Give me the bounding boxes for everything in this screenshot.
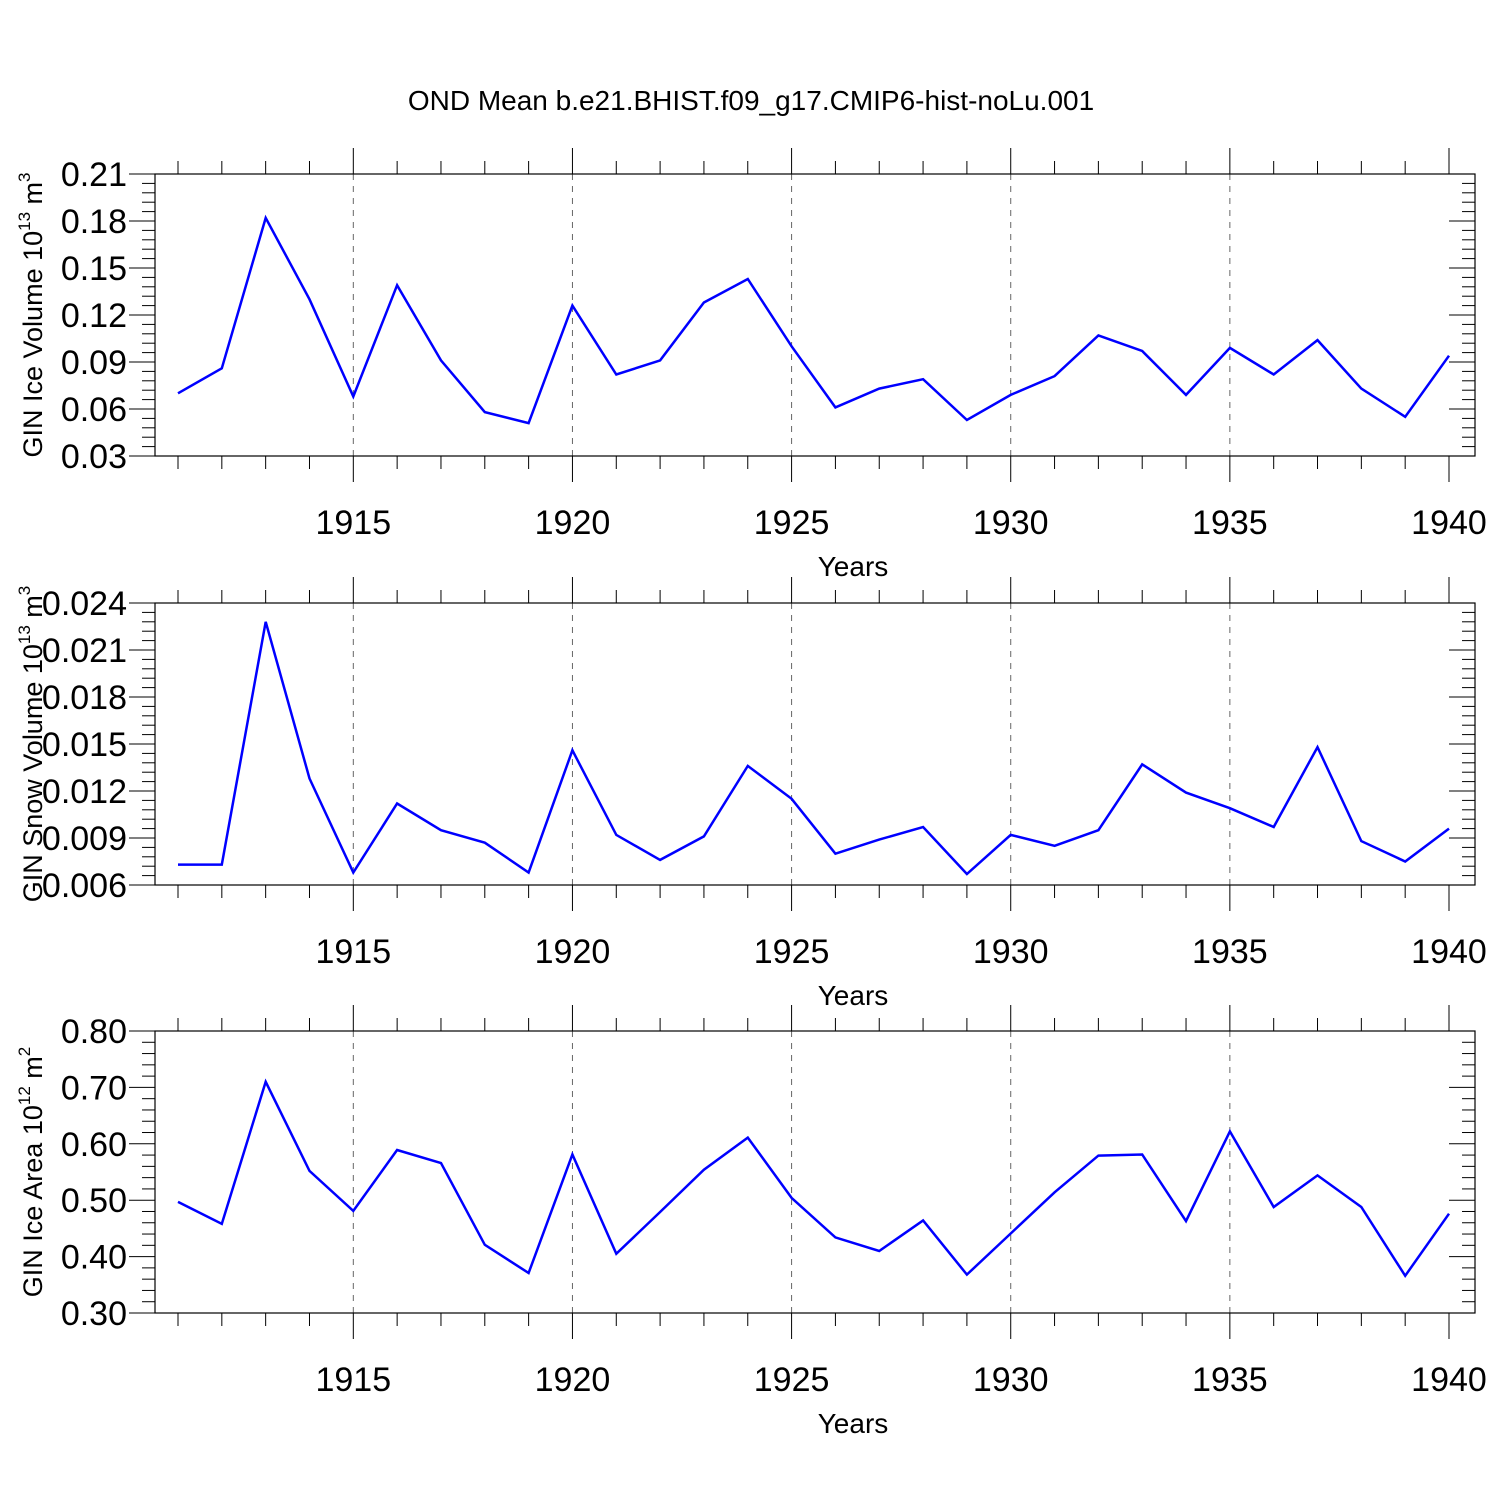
y-axis-label: GIN Ice Area 1012 m2 xyxy=(15,1047,48,1298)
y-tick-label: 0.018 xyxy=(42,679,127,717)
y-tick-label: 0.70 xyxy=(61,1069,127,1107)
y-tick-label: 0.80 xyxy=(61,1013,127,1051)
x-tick-label: 1940 xyxy=(1411,1361,1487,1399)
panels: 1915 1920 1925 1930 1935 1940 Years 0.03 0.06 0.0… xyxy=(15,148,1487,1439)
panel-3: 1915 1920 1925 1930 1935 1940 Years 0.30 0.40 0.5… xyxy=(15,1005,1487,1439)
panel-1: 1915 1920 1925 1930 1935 1940 Years 0.03 0.06 0.0… xyxy=(15,148,1487,582)
x-tick-label: 1940 xyxy=(1411,504,1487,542)
x-tick-label: 1930 xyxy=(973,933,1049,971)
y-tick-label: 0.015 xyxy=(42,726,127,764)
y-tick-label: 0.009 xyxy=(42,820,127,858)
x-tick-label: 1935 xyxy=(1192,1361,1268,1399)
x-tick-label: 1935 xyxy=(1192,933,1268,971)
x-tick-label: 1925 xyxy=(754,933,830,971)
y-tick-label: 0.024 xyxy=(42,585,127,623)
x-tick-label: 1915 xyxy=(315,933,391,971)
figure-title: OND Mean b.e21.BHIST.f09_g17.CMIP6-hist-… xyxy=(408,85,1094,116)
y-axis-label: GIN Ice Volume 1013 m3 xyxy=(15,172,48,457)
x-axis-label: Years xyxy=(818,980,889,1011)
y-tick-label: 0.18 xyxy=(61,203,127,241)
y-tick-label: 0.60 xyxy=(61,1126,127,1164)
series-line xyxy=(178,621,1450,876)
x-axis-label: Years xyxy=(818,551,889,582)
x-axis-label: Years xyxy=(818,1408,889,1439)
y-tick-label: 0.021 xyxy=(42,632,127,670)
y-tick-label: 0.09 xyxy=(61,344,127,382)
panel-2: 1915 1920 1925 1930 1935 1940 Years 0.006 0.009 0… xyxy=(15,577,1487,1011)
y-tick-label: 0.40 xyxy=(61,1239,127,1277)
y-tick-label: 0.03 xyxy=(61,438,127,476)
x-tick-label: 1930 xyxy=(973,1361,1049,1399)
x-tick-label: 1935 xyxy=(1192,504,1268,542)
x-tick-label: 1920 xyxy=(535,933,611,971)
y-tick-label: 0.012 xyxy=(42,773,127,811)
y-tick-label: 0.30 xyxy=(61,1295,127,1333)
x-tick-label: 1920 xyxy=(535,504,611,542)
y-axis-label: GIN Snow Volume 1013 m3 xyxy=(15,586,48,903)
x-tick-label: 1940 xyxy=(1411,933,1487,971)
y-tick-label: 0.06 xyxy=(61,391,127,429)
x-tick-label: 1925 xyxy=(754,504,830,542)
y-tick-label: 0.006 xyxy=(42,867,127,905)
y-tick-label: 0.15 xyxy=(61,250,127,288)
x-tick-label: 1915 xyxy=(315,1361,391,1399)
plot-frame xyxy=(154,1030,1476,1314)
x-tick-label: 1930 xyxy=(973,504,1049,542)
y-tick-label: 0.12 xyxy=(61,297,127,335)
x-tick-label: 1920 xyxy=(535,1361,611,1399)
x-tick-label: 1925 xyxy=(754,1361,830,1399)
x-tick-label: 1915 xyxy=(315,504,391,542)
series-line xyxy=(177,1078,1451,1279)
series-line xyxy=(177,214,1451,425)
y-tick-label: 0.50 xyxy=(61,1182,127,1220)
y-tick-label: 0.21 xyxy=(61,156,127,194)
